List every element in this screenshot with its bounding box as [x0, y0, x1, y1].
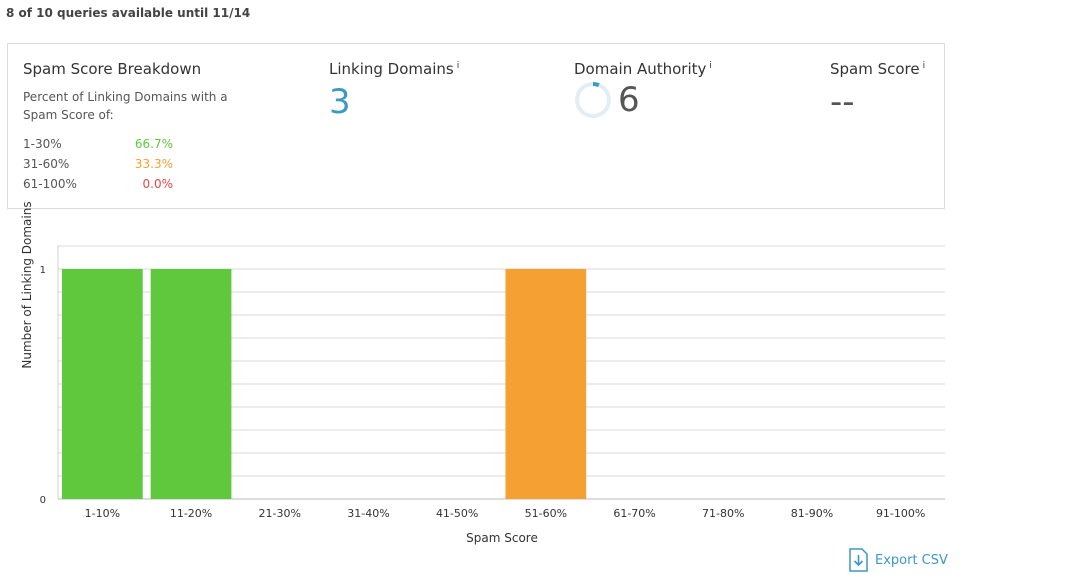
x-tick-label: 21-30%	[259, 507, 301, 520]
summary-panel: Spam Score Breakdown Percent of Linking …	[7, 43, 945, 209]
linking-domains-value: 3	[329, 82, 351, 122]
bar	[62, 269, 143, 499]
range-row-low: 1-30% 66.7%	[23, 134, 173, 154]
x-tick-label: 51-60%	[525, 507, 567, 520]
domain-authority-title: Domain Authority	[574, 60, 707, 78]
range-value: 33.3%	[134, 157, 173, 171]
range-label: 31-60%	[23, 157, 70, 171]
spam-score-bar-chart: 0 1 1-10% 11-20% 21-30% 31-40% 41-50% 51-60% 61-…	[40, 245, 945, 520]
download-file-icon	[849, 548, 868, 572]
x-tick-label: 41-50%	[436, 507, 478, 520]
breakdown-title: Spam Score Breakdown	[23, 60, 202, 78]
export-csv-button[interactable]: Export CSV	[849, 548, 948, 572]
x-tick-label: 71-80%	[702, 507, 744, 520]
y-axis-label: Number of Linking Domains	[20, 201, 34, 369]
x-tick-label: 11-20%	[170, 507, 212, 520]
x-tick-label: 91-100%	[876, 507, 925, 520]
spam-score-metric: Spam Score i --	[830, 60, 925, 122]
bar	[505, 269, 587, 499]
info-icon[interactable]: i	[922, 61, 926, 71]
domain-authority-ring-icon	[575, 82, 611, 118]
domain-authority-metric: Domain Authority i 6	[574, 60, 712, 120]
linking-domains-metric: Linking Domains i 3	[329, 60, 459, 122]
breakdown-description: Percent of Linking Domains with a Spam S…	[23, 90, 228, 122]
breakdown-ranges: 1-30% 66.7% 31-60% 33.3% 61-100% 0.0%	[23, 134, 263, 194]
info-icon[interactable]: i	[709, 61, 712, 71]
spam-score-value: --	[830, 82, 855, 122]
spam-score-breakdown: Spam Score Breakdown Percent of Linking …	[23, 60, 263, 194]
export-csv-label: Export CSV	[875, 552, 948, 568]
linking-domains-title: Linking Domains	[329, 60, 454, 78]
x-tick-label: 61-70%	[613, 507, 655, 520]
x-tick-label: 31-40%	[347, 507, 389, 520]
domain-authority-value: 6	[618, 80, 640, 120]
y-tick-label: 1	[40, 265, 46, 276]
range-row-medium: 31-60% 33.3%	[23, 154, 173, 174]
x-tick-label: 1-10%	[85, 507, 120, 520]
x-axis-label: Spam Score	[466, 531, 538, 545]
range-value: 0.0%	[142, 177, 174, 191]
info-icon[interactable]: i	[456, 61, 460, 71]
y-tick-label: 0	[40, 495, 46, 506]
bar	[150, 269, 232, 499]
range-label: 1-30%	[23, 137, 62, 151]
range-value: 66.7%	[134, 137, 173, 151]
spam-score-title: Spam Score	[830, 60, 920, 78]
x-tick-label: 81-90%	[791, 507, 833, 520]
quota-status: 8 of 10 queries available until 11/14	[6, 6, 251, 20]
range-row-high: 61-100% 0.0%	[23, 174, 173, 194]
range-label: 61-100%	[23, 177, 77, 191]
